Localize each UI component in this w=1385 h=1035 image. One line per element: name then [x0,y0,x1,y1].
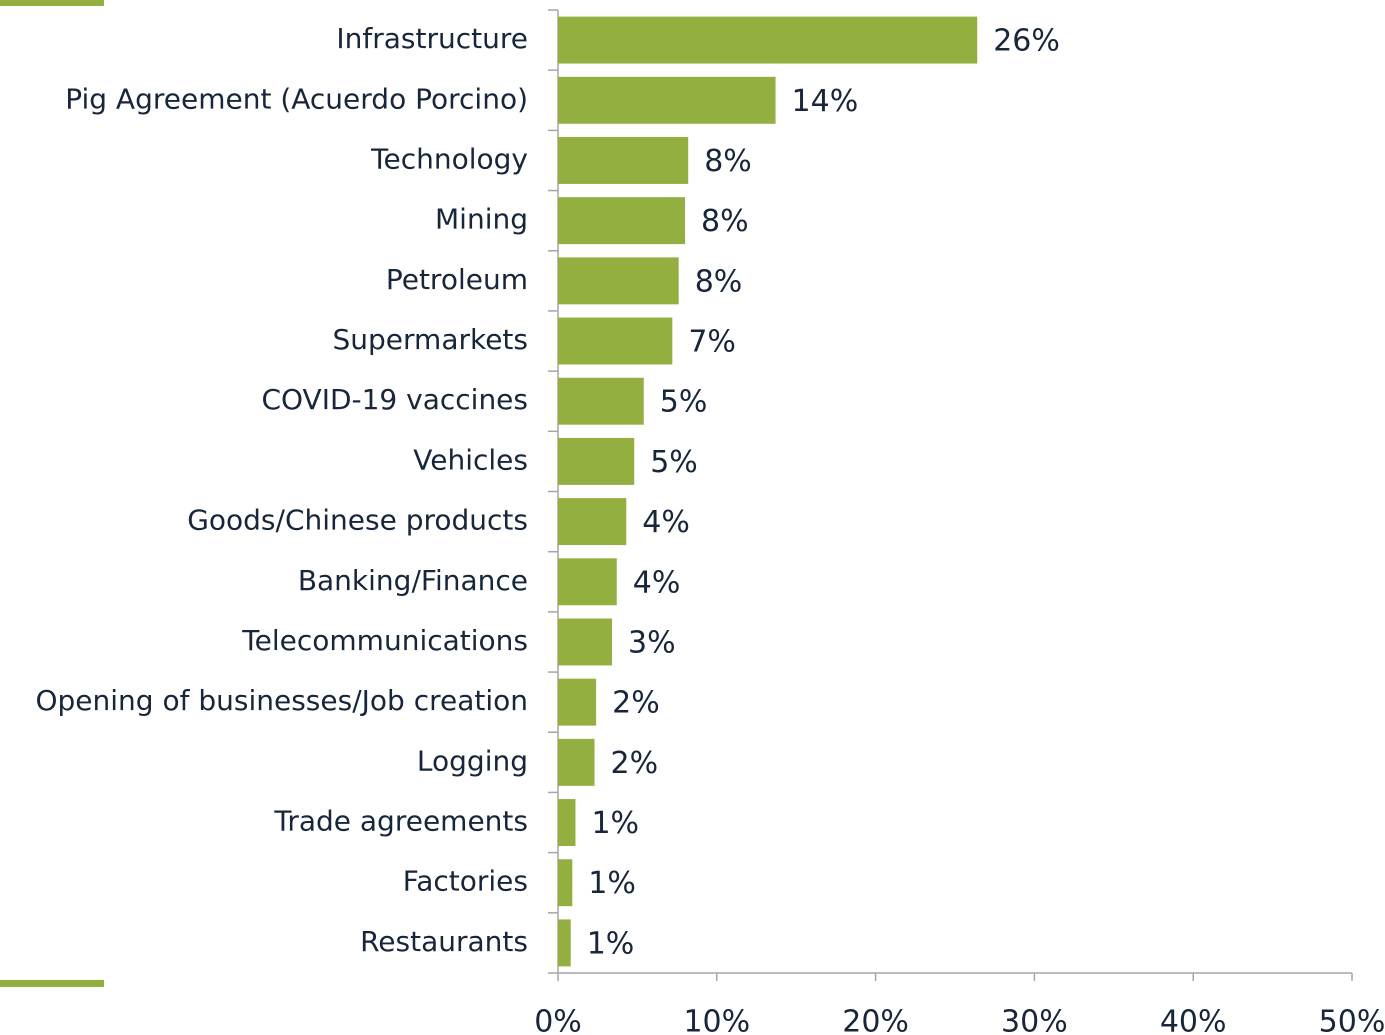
category-label: Logging [417,744,528,777]
bar [558,919,571,967]
category-label: Restaurants [360,925,528,958]
value-label: 5% [650,445,698,480]
value-label: 8% [701,204,749,239]
bar [558,618,612,666]
value-label: 3% [628,625,676,660]
category-label: Opening of businesses/Job creation [35,684,528,717]
category-label: Pig Agreement (Acuerdo Porcino) [65,82,528,115]
category-label: Petroleum [386,263,528,296]
value-label: 1% [591,806,639,841]
bar [558,197,686,245]
x-tick-label: 30% [1001,1005,1068,1035]
bar [558,799,576,847]
bar [558,437,635,485]
x-tick-label: 50% [1319,1005,1385,1035]
category-label: Trade agreements [273,805,528,838]
bar [558,377,644,425]
bar [558,498,627,546]
x-tick-label: 10% [683,1005,750,1035]
value-label: 2% [611,746,659,781]
bar [558,859,573,907]
bar [558,558,617,606]
x-tick-label: 0% [534,1005,582,1035]
category-label: Mining [435,203,528,236]
bar [558,76,776,124]
category-label: Telecommunications [241,624,528,657]
value-label: 8% [704,144,752,179]
value-label: 14% [792,84,859,119]
x-tick-label: 40% [1160,1005,1227,1035]
value-label: 8% [695,264,743,299]
bar [558,317,673,365]
category-label: Factories [403,865,528,898]
bar [558,738,595,786]
value-label: 4% [633,565,681,600]
value-label: 7% [688,325,736,360]
category-label: Vehicles [413,443,528,476]
bar [558,136,689,184]
value-label: 4% [642,505,690,540]
category-label: Supermarkets [333,323,529,356]
value-label: 1% [587,926,635,961]
category-label: Technology [370,142,528,175]
decor-line [0,0,104,6]
value-label: 1% [588,866,636,901]
value-label: 2% [612,686,660,721]
decor-line [0,980,104,987]
value-label: 5% [660,385,708,420]
bar [558,257,679,305]
category-label: Infrastructure [336,22,528,55]
category-label: Goods/Chinese products [187,504,528,537]
category-label: COVID-19 vaccines [261,383,528,416]
category-label: Banking/Finance [298,564,528,597]
bar [558,678,597,726]
value-label: 26% [993,24,1060,59]
bar [558,16,978,64]
x-tick-label: 20% [842,1005,909,1035]
